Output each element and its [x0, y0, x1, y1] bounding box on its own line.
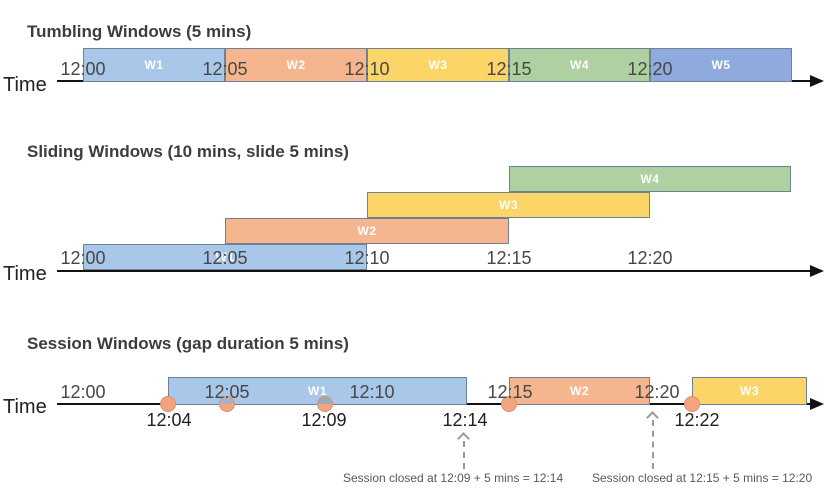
tick-label: 12:10 — [349, 382, 395, 402]
window-label: W3 — [499, 198, 518, 212]
axis-arrowhead-icon — [810, 398, 824, 410]
event-time-label: 12:22 — [674, 410, 720, 430]
event-time-label: 12:14 — [442, 410, 488, 430]
axis-arrowhead-icon — [810, 265, 824, 277]
event-dot — [317, 396, 333, 412]
time-axis-label: Time — [3, 396, 47, 418]
axis-arrowhead-icon — [810, 75, 824, 87]
tick-label: 12:15 — [486, 59, 532, 79]
tick-label: 12:00 — [60, 248, 106, 268]
window-label: W2 — [357, 224, 377, 238]
window-w3: W3 — [692, 377, 807, 405]
tick-label: 12:05 — [202, 59, 248, 79]
tick-label: 12:20 — [634, 382, 680, 402]
event-time-label: 12:09 — [301, 410, 347, 430]
dashed-arrow-line — [463, 441, 465, 469]
session-close-annotation: Session closed at 12:15 + 5 mins = 12:20 — [592, 471, 813, 485]
event-time-label: 12:04 — [146, 410, 192, 430]
section-title: Session Windows (gap duration 5 mins) — [27, 334, 349, 354]
time-axis-label: Time — [3, 263, 47, 285]
section-title: Sliding Windows (10 mins, slide 5 mins) — [27, 142, 349, 162]
tick-label: 12:05 — [202, 248, 248, 268]
window-w4: W4 — [509, 166, 791, 192]
window-w3: W3 — [367, 192, 650, 218]
window-w1: W1 — [83, 244, 367, 270]
tick-label: 12:00 — [60, 59, 106, 79]
window-label: W1 — [215, 250, 235, 264]
time-axis-label: Time — [3, 74, 47, 96]
tick-label: 12:05 — [204, 382, 250, 402]
window-w3: W3 — [367, 48, 509, 82]
window-w5: W5 — [650, 48, 792, 82]
tick-label: 12:20 — [627, 59, 673, 79]
tick-label: 12:10 — [344, 59, 390, 79]
window-label: W1 — [144, 58, 164, 72]
event-dot — [501, 396, 517, 412]
window-label: W2 — [570, 384, 589, 398]
window-w1: W1 — [83, 48, 225, 82]
event-dot — [219, 396, 235, 412]
event-dot — [160, 396, 176, 412]
dashed-arrow-line — [652, 420, 654, 469]
window-label: W3 — [740, 384, 759, 398]
tick-label: 12:15 — [487, 382, 533, 402]
window-label: W4 — [570, 58, 589, 72]
tick-label: 12:00 — [60, 382, 106, 402]
tick-label: 12:10 — [344, 248, 390, 268]
window-w2: W2 — [509, 377, 650, 405]
time-axis — [57, 265, 824, 277]
section-title: Tumbling Windows (5 mins) — [27, 22, 252, 42]
window-label: W2 — [286, 58, 306, 72]
window-label: W1 — [308, 384, 327, 398]
window-w4: W4 — [509, 48, 650, 82]
tick-label: 12:20 — [627, 248, 673, 268]
window-w2: W2 — [225, 48, 367, 82]
session-close-annotation: Session closed at 12:09 + 5 mins = 12:14 — [343, 471, 564, 485]
tick-label: 12:15 — [486, 248, 532, 268]
window-label: W5 — [711, 58, 731, 72]
window-label: W3 — [428, 58, 448, 72]
window-label: W4 — [640, 172, 660, 186]
event-dot — [684, 396, 700, 412]
window-w2: W2 — [225, 218, 509, 244]
